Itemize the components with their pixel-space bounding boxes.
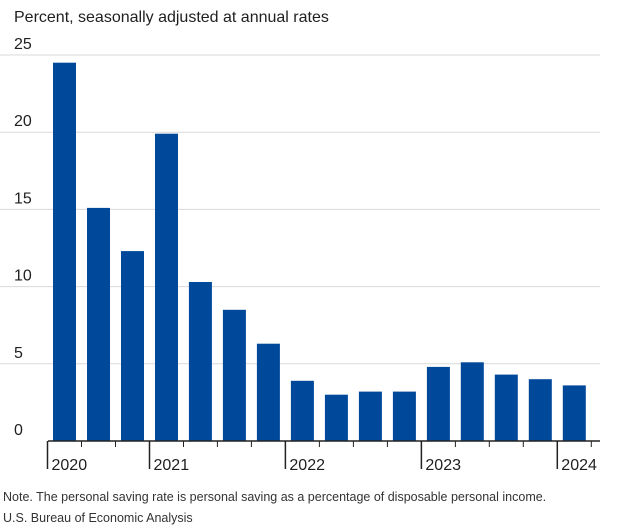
bar xyxy=(222,309,246,441)
bar xyxy=(290,380,314,441)
bar xyxy=(562,385,586,441)
y-tick-label: 10 xyxy=(14,268,32,285)
bar xyxy=(426,366,450,441)
bar xyxy=(358,391,382,441)
bar xyxy=(121,251,144,441)
y-axis-ticks: 0 5 10 15 20 25 xyxy=(14,36,32,439)
y-tick-label: 15 xyxy=(14,190,32,207)
y-tick-label: 0 xyxy=(14,422,23,439)
x-year-label: 2024 xyxy=(561,457,597,474)
chart-source: U.S. Bureau of Economic Analysis xyxy=(3,511,193,525)
y-tick-label: 25 xyxy=(14,36,32,53)
chart-note: Note. The personal saving rate is person… xyxy=(3,490,547,504)
y-tick-label: 20 xyxy=(14,113,32,130)
x-year-label: 2023 xyxy=(425,457,461,474)
bars xyxy=(53,62,586,441)
bar xyxy=(494,374,518,441)
x-axis: 2020 2021 2022 2023 2024 xyxy=(46,440,600,474)
x-year-label: 2021 xyxy=(154,457,190,474)
bar xyxy=(324,394,348,441)
bar xyxy=(53,62,76,441)
bar xyxy=(87,207,110,441)
y-axis-unit-label: Percent, seasonally adjusted at annual r… xyxy=(14,9,329,26)
x-year-label: 2022 xyxy=(289,457,325,474)
bar xyxy=(392,391,416,441)
bar xyxy=(528,379,552,441)
bar xyxy=(256,343,280,441)
bar xyxy=(188,282,212,441)
x-year-label: 2020 xyxy=(52,457,88,474)
bar xyxy=(460,362,484,441)
bar xyxy=(155,133,178,441)
y-tick-label: 5 xyxy=(14,345,23,362)
